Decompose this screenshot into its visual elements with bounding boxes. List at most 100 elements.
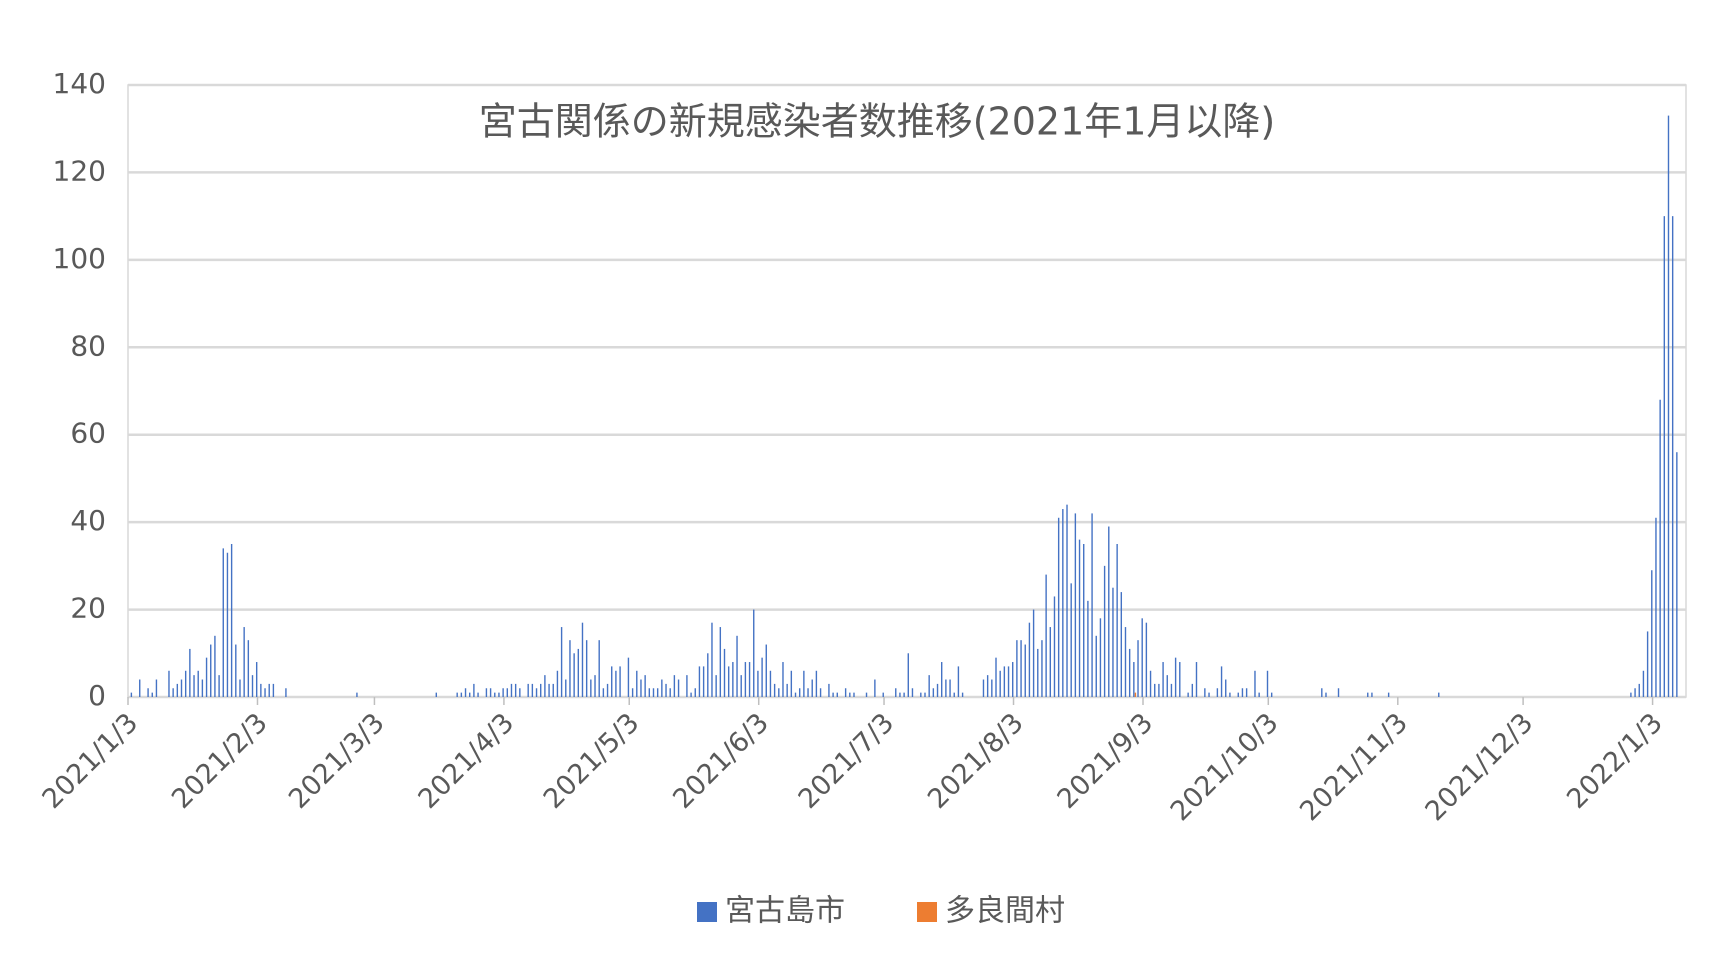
bar <box>1671 216 1674 697</box>
bar <box>602 688 605 697</box>
bar <box>1057 517 1060 697</box>
bar <box>661 679 663 697</box>
bar <box>627 657 630 697</box>
x-tick-label: 2021/6/3 <box>667 707 775 815</box>
bar <box>510 683 513 697</box>
x-tick-label: 2021/1/3 <box>37 707 145 815</box>
bar <box>176 683 179 697</box>
bar <box>1663 216 1666 697</box>
bar <box>502 688 504 697</box>
bar <box>585 640 588 697</box>
bar <box>235 644 237 697</box>
bar <box>1095 635 1097 697</box>
bar <box>535 688 538 697</box>
bar <box>1225 679 1227 697</box>
bar <box>677 679 680 697</box>
bar <box>665 683 667 697</box>
bar <box>243 627 245 697</box>
bar <box>460 692 463 697</box>
bar <box>1116 544 1118 697</box>
bar <box>991 679 993 697</box>
bar <box>1208 692 1210 697</box>
bar <box>753 609 755 697</box>
x-tick-label: 2021/2/3 <box>166 707 274 815</box>
bar <box>1676 452 1678 697</box>
bar <box>544 675 546 697</box>
legend-label: 多良間村 <box>945 894 1065 929</box>
bar <box>982 679 985 697</box>
bar <box>477 692 479 697</box>
bar <box>1070 583 1072 697</box>
bar <box>1074 513 1077 697</box>
bar <box>1103 565 1106 697</box>
bar <box>1667 115 1670 698</box>
bar <box>744 662 747 697</box>
bar <box>197 670 199 697</box>
bar <box>761 657 763 697</box>
y-tick-label: 100 <box>53 242 106 275</box>
bar <box>1270 692 1273 697</box>
bar <box>844 688 847 697</box>
bar <box>727 666 730 697</box>
bar <box>506 688 509 697</box>
bar <box>193 675 195 697</box>
bar <box>686 675 688 697</box>
bar <box>903 692 905 697</box>
bar <box>1266 670 1269 697</box>
bar <box>485 688 488 697</box>
bar <box>895 688 897 697</box>
bar <box>214 635 216 697</box>
bar <box>581 622 584 697</box>
bar <box>957 666 960 697</box>
bar <box>865 692 868 697</box>
bar <box>230 544 233 697</box>
bar <box>1254 670 1256 697</box>
bar <box>736 635 738 697</box>
bar <box>1387 692 1390 697</box>
bar <box>1078 539 1081 697</box>
bar <box>1108 526 1110 697</box>
bar <box>698 666 701 697</box>
bar <box>1091 513 1093 697</box>
bar <box>1655 517 1657 697</box>
bar <box>1438 692 1440 697</box>
bar <box>836 692 838 697</box>
x-tick-label: 2021/3/3 <box>283 707 391 815</box>
bar <box>1634 688 1636 697</box>
bar <box>356 692 358 697</box>
bar <box>819 688 822 697</box>
bar <box>180 679 183 697</box>
bar <box>1134 692 1137 697</box>
bar <box>932 688 935 697</box>
bar <box>702 666 705 697</box>
bar <box>226 552 229 697</box>
bar <box>669 688 671 697</box>
bar <box>1367 692 1369 697</box>
legend-swatch <box>697 902 717 922</box>
bar <box>757 670 759 697</box>
bar <box>690 692 692 697</box>
bar <box>268 683 270 697</box>
bar <box>1158 683 1160 697</box>
x-tick-label: 2022/1/3 <box>1561 707 1669 815</box>
bar <box>1133 662 1135 697</box>
bar <box>907 653 909 697</box>
bar <box>1003 666 1006 697</box>
bar <box>832 692 834 697</box>
bar <box>995 657 997 697</box>
bar <box>899 692 901 697</box>
bar <box>189 648 191 697</box>
bar <box>1141 618 1143 697</box>
bar <box>598 640 600 697</box>
bar <box>1646 631 1649 697</box>
bar <box>853 692 855 697</box>
bar <box>184 670 187 697</box>
bar <box>811 679 813 697</box>
bar <box>911 688 914 697</box>
bar <box>577 648 580 697</box>
bar <box>798 688 801 697</box>
bar <box>1229 692 1231 697</box>
legend-label: 宮古島市 <box>725 894 845 929</box>
bar <box>1024 644 1026 697</box>
